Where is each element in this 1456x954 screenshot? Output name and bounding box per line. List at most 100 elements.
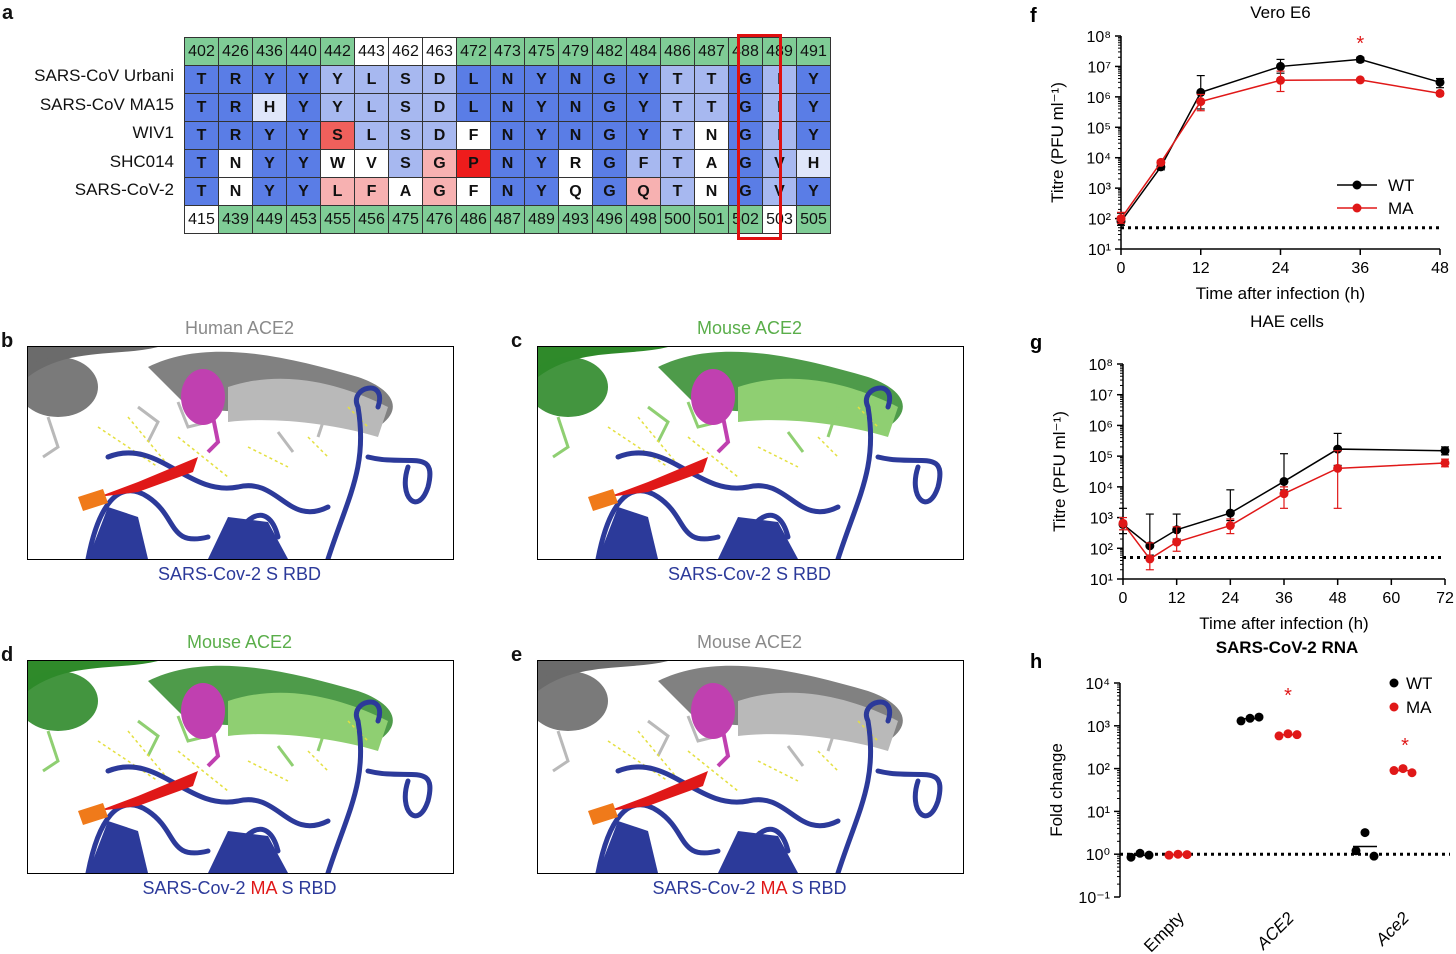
amino-acid-cell: Y	[796, 93, 831, 122]
amino-acid-cell: R	[218, 121, 253, 150]
amino-acid-cell: G	[592, 121, 627, 150]
residue-number: 475	[524, 37, 559, 66]
amino-acid-cell: T	[660, 65, 695, 94]
residue-number: 475	[388, 205, 423, 234]
x-axis-label: Time after infection (h)	[1196, 284, 1365, 303]
legend-label: WT	[1388, 176, 1414, 195]
y-tick-label: 10³	[1087, 719, 1111, 736]
amino-acid-cell: Y	[320, 93, 355, 122]
y-tick-label: 10⁸	[1088, 357, 1113, 374]
amino-acid-cell: T	[660, 149, 695, 178]
y-tick-label: 10⁵	[1089, 449, 1113, 466]
amino-acid-cell: Y	[796, 65, 831, 94]
x-tick-label: 24	[1221, 590, 1239, 607]
amino-acid-cell: Y	[252, 177, 287, 206]
amino-acid-cell: T	[184, 93, 219, 122]
category-label: Ace2	[1371, 908, 1413, 950]
residue-number: 496	[592, 205, 627, 234]
structure-caption: SARS-Cov-2 S RBD	[27, 564, 452, 585]
data-point	[1118, 518, 1128, 528]
x-tick-label: 48	[1329, 590, 1347, 607]
amino-acid-cell: G	[728, 65, 763, 94]
residue-number: 473	[490, 37, 525, 66]
data-point	[1196, 97, 1206, 107]
residue-number: 491	[796, 37, 831, 66]
data-point	[1236, 716, 1246, 726]
amino-acid-cell: Q	[558, 177, 593, 206]
amino-acid-cell: N	[558, 121, 593, 150]
x-tick-label: 36	[1275, 590, 1293, 607]
panel-d-letter: d	[1, 644, 14, 666]
amino-acid-cell: T	[184, 65, 219, 94]
data-point	[1173, 849, 1183, 859]
structure-caption: SARS-Cov-2 MA S RBD	[27, 878, 452, 899]
x-tick-label: 12	[1192, 260, 1210, 277]
amino-acid-cell: Y	[286, 177, 321, 206]
y-tick-label: 10⁷	[1087, 59, 1111, 76]
category-label: ACE2	[1252, 908, 1298, 954]
caption-part: SARS-Cov-2 S RBD	[157, 564, 322, 584]
chart-title: SARS-CoV-2 RNA	[1216, 638, 1359, 657]
data-point	[1283, 729, 1293, 739]
amino-acid-cell: G	[728, 149, 763, 178]
data-point	[1225, 508, 1235, 518]
data-point	[1440, 446, 1450, 456]
amino-acid-cell: T	[660, 93, 695, 122]
residue-number: 505	[796, 205, 831, 234]
panel-letter: g	[1030, 332, 1042, 354]
amino-acid-cell: Y	[286, 65, 321, 94]
residue-number: 440	[286, 37, 321, 66]
x-axis-label: Time after infection (h)	[1199, 614, 1368, 633]
y-tick-label: 10²	[1087, 762, 1111, 779]
structure-title: Human ACE2	[184, 318, 295, 338]
amino-acid-cell: N	[218, 177, 253, 206]
residue-number: 501	[694, 205, 729, 234]
virus-label: SARS-CoV Urbani	[34, 66, 174, 85]
residue-number: 455	[320, 205, 355, 234]
y-tick-label: 10¹	[1088, 242, 1111, 259]
y-axis-label: Titre (PFU ml⁻¹)	[1050, 411, 1069, 532]
amino-acid-cell: A	[388, 177, 423, 206]
amino-acid-cell: L	[456, 65, 491, 94]
y-tick-label: 10²	[1090, 541, 1114, 558]
y-axis-label: Fold change	[1047, 743, 1066, 837]
data-point	[1355, 75, 1365, 85]
residue-number: 439	[218, 205, 253, 234]
amino-acid-cell: D	[422, 93, 457, 122]
caption-part: MA	[250, 878, 277, 898]
amino-acid-cell: G	[728, 121, 763, 150]
data-point	[1351, 846, 1361, 856]
structure-caption: SARS-Cov-2 MA S RBD	[537, 878, 962, 899]
residue-number: 415	[184, 205, 219, 234]
structure-image	[537, 660, 964, 874]
x-tick-label: 72	[1436, 590, 1454, 607]
data-point	[1225, 521, 1235, 531]
amino-acid-cell: S	[388, 93, 423, 122]
amino-acid-cell: Y	[286, 121, 321, 150]
significance-mark: *	[1401, 735, 1409, 757]
amino-acid-cell: N	[558, 65, 593, 94]
x-tick-label: 36	[1351, 260, 1369, 277]
amino-acid-cell: Y	[626, 93, 661, 122]
significance-mark: *	[1356, 33, 1364, 55]
amino-acid-cell: H	[252, 93, 287, 122]
residue-number: 500	[660, 205, 695, 234]
amino-acid-cell: Q	[626, 177, 661, 206]
residue-number: 476	[422, 205, 457, 234]
amino-acid-cell: Y	[286, 149, 321, 178]
amino-acid-cell: Y	[796, 177, 831, 206]
structure-image	[27, 660, 454, 874]
virus-label: SARS-CoV-2	[74, 180, 174, 199]
amino-acid-cell: T	[660, 177, 695, 206]
residue-number: 462	[388, 37, 423, 66]
legend-marker	[1352, 180, 1362, 190]
panel-letter: h	[1030, 651, 1042, 673]
data-point	[1279, 489, 1289, 499]
amino-acid-cell: V	[354, 149, 389, 178]
structure-title: Mouse ACE2	[186, 632, 293, 652]
amino-acid-cell: N	[558, 93, 593, 122]
amino-acid-cell: S	[388, 65, 423, 94]
